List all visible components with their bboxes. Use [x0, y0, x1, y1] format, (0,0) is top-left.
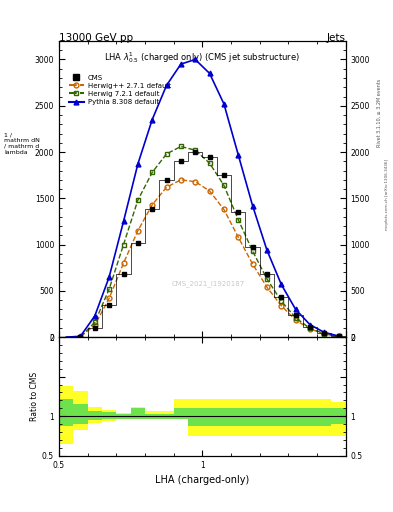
Text: Jets: Jets — [327, 33, 346, 44]
Y-axis label: Ratio to CMS: Ratio to CMS — [30, 372, 39, 421]
Text: CMS_2021_I1920187: CMS_2021_I1920187 — [171, 281, 245, 287]
Legend: CMS, Herwig++ 2.7.1 default, Herwig 7.2.1 default, Pythia 8.308 default: CMS, Herwig++ 2.7.1 default, Herwig 7.2.… — [66, 72, 174, 108]
X-axis label: LHA (charged-only): LHA (charged-only) — [155, 475, 250, 485]
Text: Rivet 3.1.10, ≥ 3.2M events: Rivet 3.1.10, ≥ 3.2M events — [377, 78, 382, 147]
Text: LHA $\lambda^{1}_{0.5}$ (charged only) (CMS jet substructure): LHA $\lambda^{1}_{0.5}$ (charged only) (… — [105, 50, 300, 65]
Text: 1 /
mathrm dN
/ mathrm d
lambda: 1 / mathrm dN / mathrm d lambda — [4, 132, 40, 155]
Text: 13000 GeV pp: 13000 GeV pp — [59, 33, 133, 44]
Text: mcplots.cern.ch [arXiv:1306.3436]: mcplots.cern.ch [arXiv:1306.3436] — [385, 159, 389, 230]
